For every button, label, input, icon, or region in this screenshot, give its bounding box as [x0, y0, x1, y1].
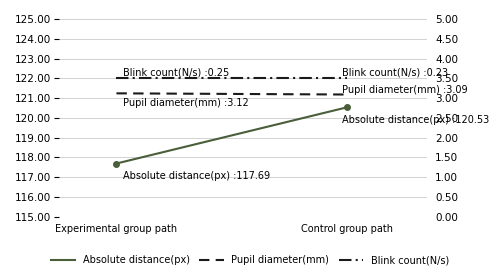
Text: Blink count(N/s) :0.25: Blink count(N/s) :0.25: [124, 67, 230, 77]
Text: Absolute distance(px) :117.69: Absolute distance(px) :117.69: [124, 171, 270, 181]
Text: Blink count(N/s) :0.23: Blink count(N/s) :0.23: [342, 67, 448, 77]
Text: Pupil diameter(mm) :3.12: Pupil diameter(mm) :3.12: [124, 98, 249, 108]
Text: Pupil diameter(mm) :3.09: Pupil diameter(mm) :3.09: [342, 85, 468, 95]
Legend: Absolute distance(px), Pupil diameter(mm), Blink count(N/s): Absolute distance(px), Pupil diameter(mm…: [46, 251, 454, 269]
Text: Absolute distance(px) :120.53: Absolute distance(px) :120.53: [342, 115, 490, 125]
